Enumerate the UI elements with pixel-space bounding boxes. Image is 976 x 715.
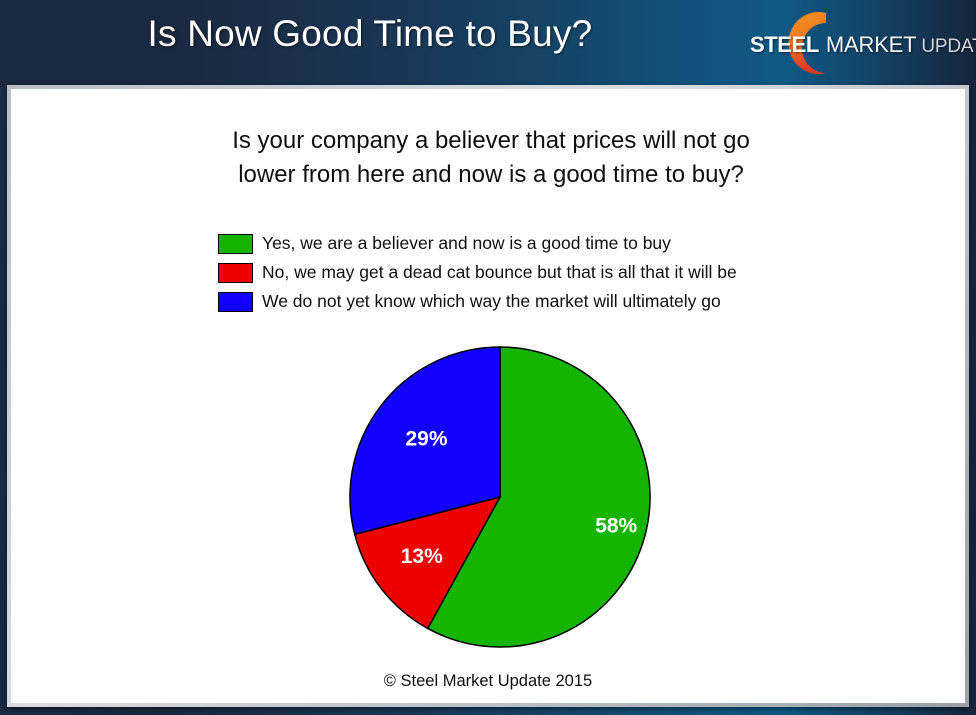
slide-header: Is Now Good Time to Buy? STEEL MARKET UPDA…	[0, 0, 976, 86]
legend-swatch-blue	[218, 291, 253, 312]
pie-slice	[349, 346, 501, 536]
chart-title: Is your company a believer that prices w…	[141, 124, 841, 192]
pie-chart: 58% 13% 29%	[333, 342, 663, 652]
legend-swatch-red	[218, 262, 253, 283]
pie-slice	[353, 495, 502, 630]
legend-item-no: No, we may get a dead cat bounce but tha…	[218, 258, 858, 287]
steel-market-update-logo: STEELMARKETUPDATE	[742, 8, 976, 78]
pie-slice-group	[349, 346, 651, 648]
logo-crescent-icon	[788, 11, 826, 74]
content-panel-frame: Is your company a believer that prices w…	[7, 85, 969, 707]
chart-title-line-2: lower from here and now is a good time t…	[238, 161, 744, 188]
logo-wordmark: STEELMARKETUPDATE	[750, 32, 976, 58]
pie-label-green: 58%	[595, 514, 637, 537]
legend-label-no: No, we may get a dead cat bounce but tha…	[262, 262, 737, 282]
logo-word-update: UPDATE	[921, 36, 976, 57]
page-title: Is Now Good Time to Buy?	[147, 13, 593, 54]
pie-label-red: 13%	[401, 545, 443, 568]
pie-label-blue: 29%	[405, 428, 447, 451]
chart-title-line-1: Is your company a believer that prices w…	[232, 127, 750, 154]
chart-legend: Yes, we are a believer and now is a good…	[218, 229, 858, 316]
logo-word-steel: STEEL	[750, 32, 819, 57]
legend-swatch-green	[218, 233, 253, 254]
pie-slice	[426, 346, 651, 648]
legend-label-yes: Yes, we are a believer and now is a good…	[262, 233, 671, 253]
legend-item-yes: Yes, we are a believer and now is a good…	[218, 229, 858, 258]
copyright-notice: © Steel Market Update 2015	[383, 672, 593, 690]
content-panel: Is your company a believer that prices w…	[11, 89, 965, 703]
logo-word-market: MARKET	[825, 32, 917, 57]
legend-item-unknown: We do not yet know which way the market …	[218, 287, 858, 316]
legend-label-unknown: We do not yet know which way the market …	[262, 291, 721, 311]
